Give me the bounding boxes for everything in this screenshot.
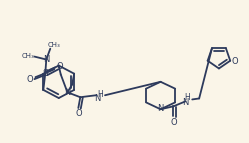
Text: H: H bbox=[97, 90, 103, 99]
Text: CH₃: CH₃ bbox=[22, 53, 35, 59]
Text: O: O bbox=[57, 62, 63, 71]
Text: N: N bbox=[182, 98, 188, 107]
Text: O: O bbox=[170, 118, 177, 127]
Text: H: H bbox=[185, 93, 190, 102]
Text: N: N bbox=[94, 94, 100, 103]
Text: S: S bbox=[42, 69, 48, 78]
Text: O: O bbox=[75, 109, 82, 118]
Text: CH₃: CH₃ bbox=[48, 42, 61, 48]
Text: N: N bbox=[64, 88, 71, 97]
Text: O: O bbox=[232, 57, 239, 66]
Text: N: N bbox=[157, 104, 164, 113]
Text: N: N bbox=[43, 55, 50, 64]
Text: O: O bbox=[26, 75, 33, 84]
